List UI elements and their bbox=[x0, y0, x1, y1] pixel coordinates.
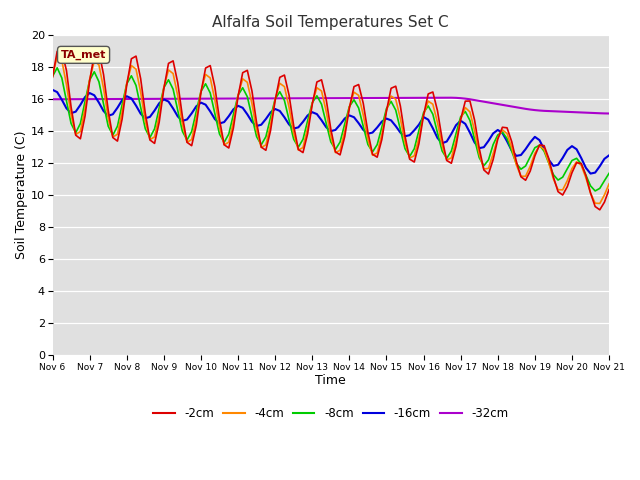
-16cm bbox=[104, 113, 112, 119]
-4cm bbox=[49, 72, 56, 78]
-8cm bbox=[290, 136, 298, 142]
Line: -4cm: -4cm bbox=[52, 57, 609, 204]
-8cm bbox=[53, 65, 61, 71]
-2cm bbox=[605, 187, 613, 192]
-8cm bbox=[183, 137, 191, 143]
Legend: -2cm, -4cm, -8cm, -16cm, -32cm: -2cm, -4cm, -8cm, -16cm, -32cm bbox=[148, 402, 513, 425]
-4cm bbox=[596, 201, 604, 206]
-16cm bbox=[424, 117, 432, 122]
-8cm bbox=[605, 170, 613, 176]
-16cm bbox=[587, 171, 595, 177]
Line: -32cm: -32cm bbox=[52, 98, 609, 113]
-8cm bbox=[429, 111, 436, 117]
-16cm bbox=[605, 153, 613, 158]
-2cm bbox=[429, 89, 436, 95]
-2cm bbox=[53, 48, 61, 54]
Line: -2cm: -2cm bbox=[52, 51, 609, 210]
-2cm bbox=[290, 123, 298, 129]
-32cm bbox=[179, 96, 186, 102]
-8cm bbox=[573, 156, 580, 161]
-8cm bbox=[49, 73, 56, 79]
-8cm bbox=[109, 132, 116, 138]
X-axis label: Time: Time bbox=[316, 374, 346, 387]
-4cm bbox=[429, 101, 436, 107]
-32cm bbox=[424, 95, 432, 101]
-4cm bbox=[401, 140, 409, 146]
-4cm bbox=[109, 134, 116, 140]
Y-axis label: Soil Temperature (C): Soil Temperature (C) bbox=[15, 131, 28, 259]
Title: Alfalfa Soil Temperatures Set C: Alfalfa Soil Temperatures Set C bbox=[212, 15, 449, 30]
-8cm bbox=[591, 188, 599, 194]
-4cm bbox=[53, 54, 61, 60]
-4cm bbox=[605, 181, 613, 187]
-32cm bbox=[447, 95, 455, 101]
-16cm bbox=[397, 130, 404, 135]
Line: -16cm: -16cm bbox=[52, 90, 609, 174]
-2cm bbox=[401, 133, 409, 139]
-16cm bbox=[568, 143, 576, 149]
-2cm bbox=[573, 160, 580, 166]
-16cm bbox=[285, 121, 293, 127]
Text: TA_met: TA_met bbox=[61, 50, 106, 60]
-32cm bbox=[104, 96, 112, 102]
-8cm bbox=[401, 146, 409, 152]
-4cm bbox=[573, 159, 580, 165]
-32cm bbox=[285, 96, 293, 101]
-32cm bbox=[49, 96, 56, 102]
-4cm bbox=[290, 131, 298, 136]
-2cm bbox=[596, 207, 604, 213]
-2cm bbox=[183, 140, 191, 145]
-2cm bbox=[109, 135, 116, 141]
-2cm bbox=[49, 74, 56, 80]
-32cm bbox=[605, 110, 613, 116]
-4cm bbox=[183, 139, 191, 145]
-16cm bbox=[49, 87, 56, 93]
-32cm bbox=[397, 95, 404, 101]
-32cm bbox=[573, 109, 580, 115]
-16cm bbox=[179, 118, 186, 124]
Line: -8cm: -8cm bbox=[52, 68, 609, 191]
